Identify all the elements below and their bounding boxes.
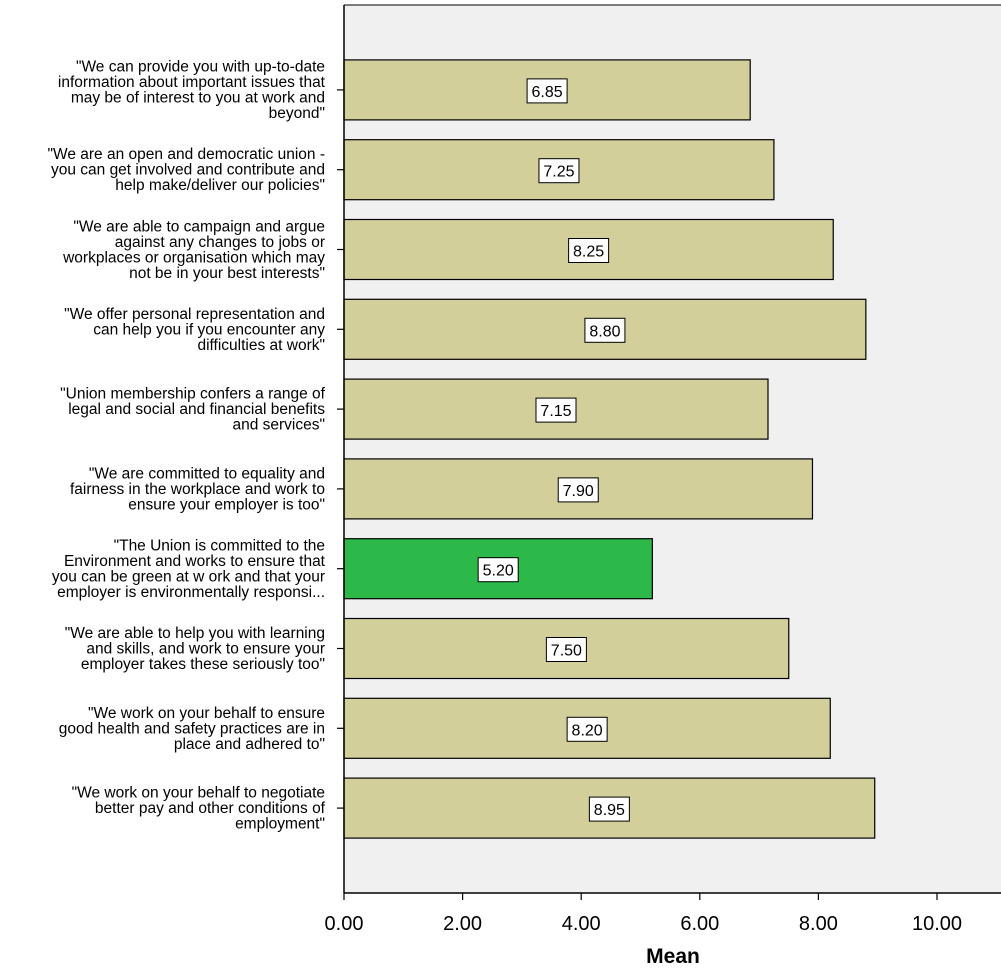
- data-label: 7.50: [551, 643, 582, 660]
- category-label-line: "We offer personal representation and: [64, 306, 325, 323]
- category-label-line: workplaces or organisation which may: [62, 249, 325, 266]
- category-label-line: you can be green at w ork and that your: [52, 568, 325, 585]
- category-label-line: not be in your best interests": [129, 265, 325, 282]
- x-tick-label: 4.00: [562, 913, 601, 935]
- category-label-line: "We are an open and democratic union -: [48, 146, 326, 163]
- data-label: 8.80: [589, 323, 620, 340]
- category-label-line: may be of interest to you at work and: [71, 90, 325, 107]
- category-label-line: beyond": [269, 105, 325, 122]
- data-label: 6.85: [532, 84, 563, 101]
- data-label: 8.20: [572, 722, 603, 739]
- category-label: "Union membership confers a range of lega…: [60, 386, 326, 434]
- category-label: "We are able to help you with learning an…: [65, 625, 325, 673]
- category-label: "We work on your behalf to ensure good he…: [59, 705, 325, 753]
- plot-background: [344, 5, 1001, 893]
- data-label-box: [538, 158, 580, 184]
- category-label-line: "We work on your behalf to negotiate: [72, 785, 325, 802]
- category-label-line: better pay and other conditions of: [95, 800, 326, 817]
- category-label-line: Environment and works to ensure that: [64, 553, 326, 570]
- category-label-line: "We are able to campaign and argue: [73, 218, 325, 235]
- bar: [343, 697, 831, 759]
- data-label-box: [584, 317, 626, 343]
- x-tick-label: 2.00: [443, 913, 482, 935]
- data-label: 5.20: [483, 563, 514, 580]
- category-label-line: "We are able to help you with learning: [65, 625, 325, 642]
- category-label: "We offer personal representation and can…: [64, 306, 325, 354]
- data-label-box: [526, 78, 568, 104]
- category-label: "We are committed to equality and fairnes…: [70, 465, 325, 513]
- category-label-line: and skills, and work to ensure your: [86, 641, 325, 658]
- data-label-box: [545, 637, 587, 662]
- value-labels-layer: 6.85 7.25 8.25 8.80 7.15 7.90 5.20 7.50 8.20 8.95: [477, 78, 630, 822]
- data-label-box: [477, 557, 519, 583]
- x-tick-label: 6.00: [680, 913, 719, 935]
- category-label-line: place and adhered to": [174, 736, 325, 753]
- category-label-line: ensure your employer is too": [128, 496, 325, 513]
- x-axis-title: Mean: [646, 945, 700, 968]
- data-label-box: [535, 397, 577, 423]
- category-label-line: fairness in the workplace and work to: [70, 481, 325, 498]
- category-label-line: and services": [232, 417, 325, 434]
- category-label-line: good health and safety practices are in: [59, 720, 325, 737]
- x-ticks-layer: 0.00 2.00 4.00 6.00 8.00 10.00: [325, 893, 962, 935]
- category-labels-layer: "We can provide you with up-to-date infor…: [48, 59, 326, 833]
- category-label-line: "The Union is committed to the: [114, 537, 325, 554]
- category-label-line: can help you if you encounter any: [93, 321, 325, 338]
- category-label-line: against any changes to jobs or: [115, 234, 325, 251]
- category-label-line: help make/deliver our policies": [115, 177, 325, 194]
- x-tick-label: 8.00: [799, 913, 838, 935]
- category-label-line: employer takes these seriously too": [81, 656, 325, 673]
- category-label-line: "We can provide you with up-to-date: [76, 59, 325, 76]
- category-label-line: "We are committed to equality and: [89, 465, 325, 482]
- data-label: 7.15: [540, 403, 571, 420]
- category-label: "We are an open and democratic union -yo…: [48, 146, 326, 194]
- data-label: 7.25: [543, 164, 574, 181]
- data-label-box: [557, 477, 599, 503]
- data-label: 8.95: [594, 802, 625, 819]
- category-label-line: information about important issues that: [58, 74, 326, 91]
- category-label-line: employer is environmentally responsi...: [57, 584, 325, 601]
- data-label-box: [588, 796, 630, 822]
- category-label-line: "We work on your behalf to ensure: [88, 705, 325, 722]
- data-label-box: [568, 238, 610, 263]
- category-label-line: you can get involved and contribute and: [51, 162, 325, 179]
- category-label: "We work on your behalf to negotiate bett…: [72, 785, 326, 833]
- category-label-line: legal and social and financial benefits: [68, 401, 325, 418]
- category-label: "We can provide you with up-to-date infor…: [58, 59, 326, 123]
- data-label: 8.25: [573, 244, 604, 261]
- category-label-line: difficulties at work": [197, 337, 325, 354]
- data-label-box: [566, 716, 608, 742]
- category-label: "We are able to campaign and argue agains…: [62, 218, 325, 282]
- x-tick-label: 10.00: [912, 913, 962, 935]
- data-label: 7.90: [563, 483, 594, 500]
- category-label-line: "Union membership confers a range of: [60, 386, 326, 403]
- x-tick-label: 0.00: [325, 913, 364, 935]
- category-label-line: employment": [235, 816, 325, 833]
- category-label: "The Union is committed to the Environmen…: [52, 537, 326, 601]
